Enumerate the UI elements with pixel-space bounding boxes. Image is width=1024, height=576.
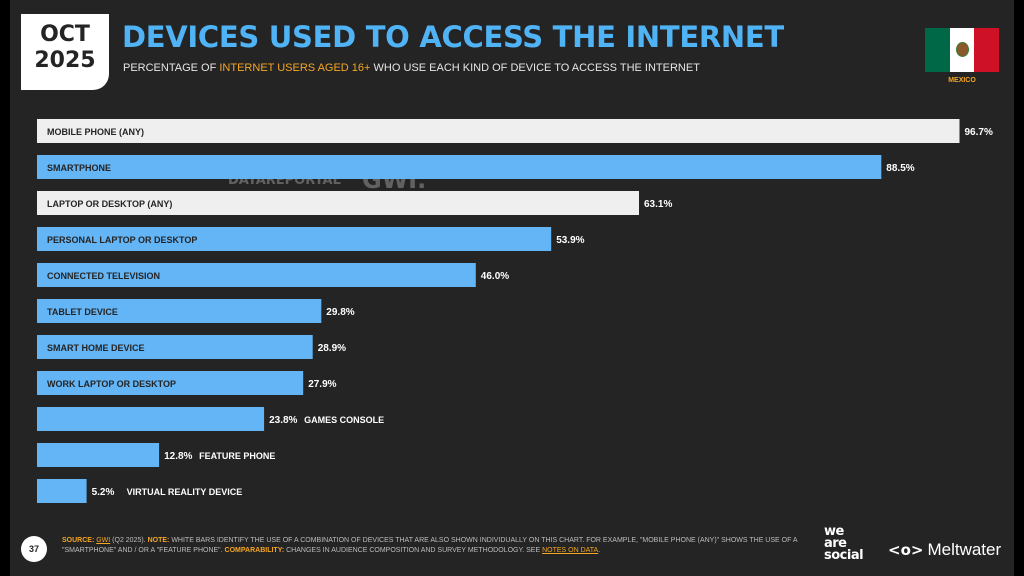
bar-8 [37, 407, 265, 431]
category-label-6: SMART HOME DEVICE [47, 343, 145, 353]
meltwater-mark-icon: <o> [888, 541, 924, 559]
category-label-7: WORK LAPTOP OR DESKTOP [47, 379, 176, 389]
note-text: WHITE BARS IDENTIFY THE USE OF A COMBINA… [62, 537, 798, 554]
logo-social: social [824, 548, 864, 563]
value-label-10: 5.2% [92, 487, 115, 498]
subtitle-post: WHO USE EACH KIND OF DEVICE TO ACCESS TH… [370, 62, 700, 74]
page-number: 37 [21, 536, 47, 562]
value-label-9: 12.8% [164, 451, 192, 462]
mexico-flag-icon [925, 28, 1000, 72]
bar-6 [37, 335, 313, 359]
eagle-emblem-icon [955, 42, 969, 57]
source-rest: (Q2 2025). [110, 537, 148, 544]
notes-on-data-link[interactable]: NOTES ON DATA [542, 547, 599, 554]
slide-title: DEVICES USED TO ACCESS THE INTERNET [122, 20, 784, 54]
country-label: MEXICO [948, 77, 976, 84]
category-label-2: LAPTOP OR DESKTOP (ANY) [47, 199, 172, 209]
logo-we: we [824, 524, 844, 539]
bar-4 [37, 263, 476, 287]
category-label-8: GAMES CONSOLE [304, 415, 384, 425]
value-label-5: 29.8% [326, 307, 354, 318]
category-label-1: SMARTPHONE [47, 163, 111, 173]
category-label-0: MOBILE PHONE (ANY) [47, 127, 144, 137]
value-label-4: 46.0% [481, 271, 509, 282]
bar-3 [37, 227, 552, 251]
bar-2 [37, 191, 639, 215]
slide-subtitle: PERCENTAGE OF INTERNET USERS AGED 16+ WH… [123, 62, 700, 74]
value-label-6: 28.9% [318, 343, 346, 354]
category-label-10: VIRTUAL REALITY DEVICE [127, 487, 243, 497]
category-label-4: CONNECTED TELEVISION [47, 271, 160, 281]
bar-chart: DATAREPORTAL GWI. 96.7%MOBILE PHONE (ANY… [37, 119, 993, 503]
category-label-9: FEATURE PHONE [199, 451, 275, 461]
value-label-2: 63.1% [644, 199, 672, 210]
source-link[interactable]: GWI [96, 537, 111, 544]
logo-are: are [824, 536, 847, 551]
note-label: NOTE: [147, 537, 170, 544]
bar-5 [37, 299, 322, 323]
category-label-5: TABLET DEVICE [47, 307, 118, 317]
date-year: 2025 [34, 48, 96, 73]
meltwater-name: Meltwater [927, 540, 1002, 559]
value-label-1: 88.5% [886, 163, 914, 174]
comparability-text: CHANGES IN AUDIENCE COMPOSITION AND SURV… [284, 547, 543, 554]
value-label-7: 27.9% [308, 379, 336, 390]
date-badge: OCT 2025 [21, 14, 109, 90]
value-label-0: 96.7% [965, 127, 993, 138]
source-label: SOURCE: [62, 537, 95, 544]
bar-0 [37, 119, 960, 143]
bar-10 [37, 479, 87, 503]
category-label-3: PERSONAL LAPTOP OR DESKTOP [47, 235, 197, 245]
subtitle-pre: PERCENTAGE OF [123, 62, 220, 74]
comparability-label: COMPARABILITY: [224, 547, 285, 554]
footnote: SOURCE: GWI (Q2 2025). NOTE: WHITE BARS … [62, 536, 812, 556]
bar-9 [37, 443, 160, 467]
footnote-end: . [598, 547, 601, 554]
subtitle-highlight: INTERNET USERS AGED 16+ [219, 62, 371, 74]
value-label-8: 23.8% [269, 415, 297, 426]
bar-7 [37, 371, 304, 395]
value-label-3: 53.9% [556, 235, 584, 246]
bar-1 [37, 155, 882, 179]
we-are-social-logo: we are social [824, 524, 864, 563]
meltwater-logo: <o> Meltwater [888, 540, 1001, 560]
slide: OCT 2025 DEVICES USED TO ACCESS THE INTE… [10, 0, 1014, 576]
date-month: OCT [40, 22, 90, 47]
